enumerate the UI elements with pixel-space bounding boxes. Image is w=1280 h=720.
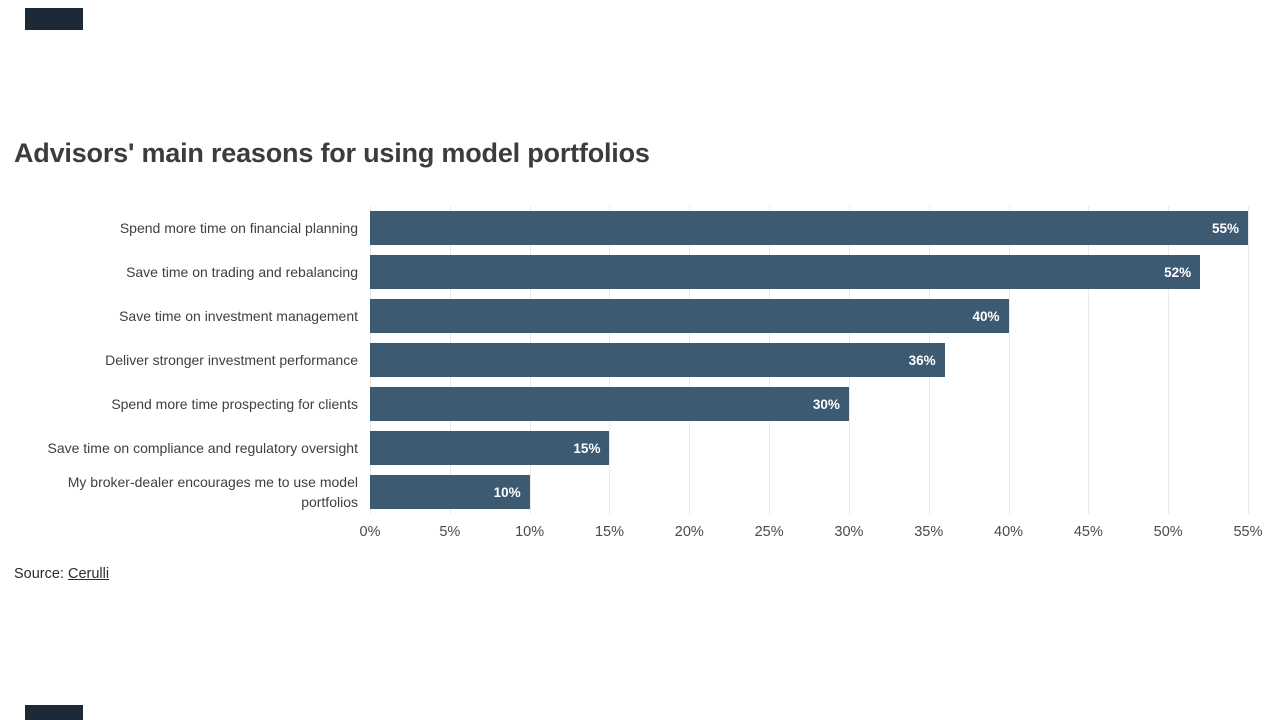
x-axis-tick-label: 50% — [1153, 524, 1183, 540]
bar-value-label: 52% — [1164, 264, 1192, 280]
category-label: Save time on compliance and regulatory o… — [47, 439, 358, 456]
category-label: Deliver stronger investment performance — [105, 351, 358, 368]
x-axis-tick-label: 40% — [994, 524, 1024, 540]
x-axis-tick-label: 10% — [515, 524, 545, 540]
category-label: Save time on trading and rebalancing — [126, 263, 358, 280]
bar-row: 10% — [370, 470, 1248, 514]
category-label: Save time on investment management — [119, 307, 358, 324]
bar-value-label: 10% — [493, 484, 521, 500]
plot-area: Spend more time on financial planning Sav… — [10, 206, 1249, 514]
chart-title: Advisors' main reasons for using model p… — [14, 138, 650, 168]
decorative-dark-bar-bottom — [25, 705, 83, 720]
bar-row: 30% — [370, 382, 1248, 426]
source-line: Source: Cerulli — [14, 566, 109, 582]
x-axis-tick-label: 20% — [674, 524, 704, 540]
category-labels-column: Spend more time on financial planning Sav… — [10, 206, 370, 514]
bar-value-label: 36% — [908, 352, 936, 368]
x-axis-tick-label: 30% — [834, 524, 864, 540]
bar-row: 15% — [370, 426, 1248, 470]
x-axis-tick-label: 15% — [594, 524, 624, 540]
source-prefix: Source: — [14, 566, 68, 582]
category-label: Spend more time on financial planning — [119, 219, 358, 236]
bar: 15% — [370, 431, 610, 465]
bar: 36% — [370, 343, 945, 377]
x-axis-tick-label: 25% — [754, 524, 784, 540]
bars-column: 55% 52% 40% 36% 30% 15% 10% — [370, 206, 1249, 514]
source-link[interactable]: Cerulli — [68, 566, 110, 582]
x-axis: 0% 5% 10% 15% 20% 25% 30% 35% 40% 45% 50% 55% — [360, 514, 1263, 548]
bar-row: 55% — [370, 206, 1248, 250]
bar-value-label: 30% — [812, 396, 840, 412]
bar: 30% — [370, 387, 849, 421]
grid-line — [1248, 206, 1249, 514]
bar-row: 52% — [370, 250, 1248, 294]
bar-value-label: 55% — [1211, 220, 1239, 236]
category-label: My broker-dealer encourages me to use mo… — [67, 473, 358, 510]
bar: 55% — [370, 211, 1248, 245]
x-axis-tick-label: 5% — [439, 524, 461, 540]
decorative-dark-bar-top — [25, 8, 83, 30]
category-label: Spend more time prospecting for clients — [111, 395, 358, 412]
bar-value-label: 40% — [972, 308, 1000, 324]
bar: 40% — [370, 299, 1009, 333]
x-axis-tick-label: 0% — [359, 524, 381, 540]
bar-value-label: 15% — [573, 440, 601, 456]
x-axis-tick-label: 55% — [1233, 524, 1263, 540]
x-axis-tick-label: 45% — [1073, 524, 1103, 540]
bar: 10% — [370, 475, 530, 509]
bar-row: 40% — [370, 294, 1248, 338]
bar-chart: Spend more time on financial planning Sav… — [10, 206, 1263, 548]
x-axis-tick-label: 35% — [914, 524, 944, 540]
bar-row: 36% — [370, 338, 1248, 382]
bar: 52% — [370, 255, 1201, 289]
